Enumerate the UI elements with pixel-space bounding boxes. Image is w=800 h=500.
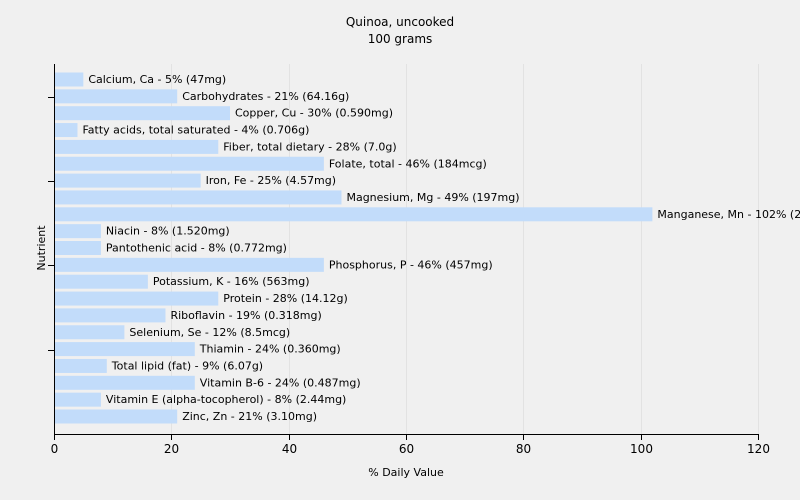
bar-label: Manganese, Mn - 102% (2.033mg): [657, 208, 800, 221]
bar-label: Protein - 28% (14.12g): [223, 292, 348, 305]
chart-title: Quinoa, uncooked: [345, 15, 455, 29]
x-tick-label: 40: [282, 442, 297, 456]
bar-label: Folate, total - 46% (184mcg): [329, 157, 487, 170]
bar: [55, 241, 101, 255]
bar: [55, 392, 101, 407]
bar: [55, 274, 148, 289]
y-axis-label: Nutrient: [35, 225, 48, 271]
bar: [55, 358, 107, 373]
bar-label: Carbohydrates - 21% (64.16g): [182, 90, 349, 103]
bar: [55, 224, 101, 239]
bar: [55, 207, 653, 222]
x-tick-label: 0: [51, 442, 59, 456]
bar: [55, 89, 178, 104]
bar: [55, 106, 230, 121]
bar-label: Phosphorus, P - 46% (457mg): [329, 258, 493, 271]
axes: 0 20 40 60 80 100 120: [48, 64, 770, 456]
bar: [55, 173, 201, 188]
bar: [55, 257, 324, 272]
bar: [55, 409, 178, 424]
x-tick-label: 60: [399, 442, 414, 456]
bar-label: Selenium, Se - 12% (8.5mcg): [129, 326, 290, 339]
bar: [55, 156, 324, 171]
bar-label: Copper, Cu - 30% (0.590mg): [235, 107, 393, 120]
bar-label: Niacin - 8% (1.520mg): [106, 225, 230, 238]
bars: Calcium, Ca - 5% (47mg) Carbohydrates - 2…: [55, 72, 800, 424]
x-tick-label: 120: [747, 442, 770, 456]
x-tick-label: 20: [164, 442, 179, 456]
bar: [55, 291, 219, 306]
bar-label: Thiamin - 24% (0.360mg): [199, 343, 341, 356]
bar-label: Zinc, Zn - 21% (3.10mg): [182, 410, 317, 423]
bar-label: Fatty acids, total saturated - 4% (0.706…: [82, 124, 309, 137]
bar-label: Vitamin E (alpha-tocopherol) - 8% (2.44m…: [106, 393, 346, 406]
chart-subtitle: 100 grams: [367, 32, 433, 46]
bar: [55, 72, 84, 87]
bar: [55, 325, 125, 340]
x-tick-label: 100: [630, 442, 653, 456]
grid-lines: [171, 64, 759, 434]
bar: [55, 375, 195, 390]
bar-label: Vitamin B-6 - 24% (0.487mg): [200, 376, 361, 389]
bar-label: Fiber, total dietary - 28% (7.0g): [223, 140, 396, 153]
bar-label: Potassium, K - 16% (563mg): [153, 275, 310, 288]
bar: [55, 139, 219, 154]
bar-label: Magnesium, Mg - 49% (197mg): [346, 191, 519, 204]
bar: [55, 308, 166, 323]
bar: [55, 190, 342, 205]
bar-label: Pantothenic acid - 8% (0.772mg): [106, 242, 287, 255]
bar-label: Calcium, Ca - 5% (47mg): [88, 73, 226, 86]
x-axis-label: % Daily Value: [368, 466, 444, 479]
x-tick-label: 80: [516, 442, 531, 456]
chart-title-block: Quinoa, uncooked 100 grams: [0, 14, 800, 48]
bar-label: Total lipid (fat) - 9% (6.07g): [111, 359, 263, 372]
bar-label: Iron, Fe - 25% (4.57mg): [206, 174, 336, 187]
bar: [55, 342, 195, 357]
bar-label: Riboflavin - 19% (0.318mg): [170, 309, 321, 322]
bar: [55, 123, 78, 138]
